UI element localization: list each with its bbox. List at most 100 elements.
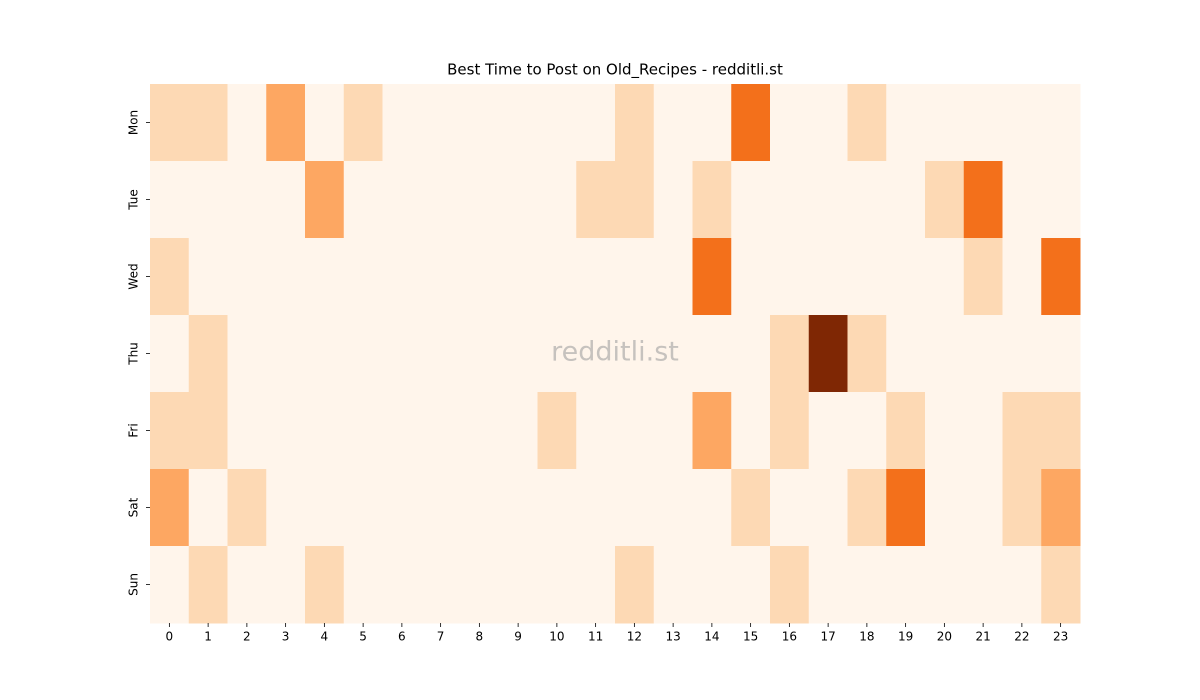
x-tick-label: 2	[243, 630, 251, 644]
heatmap-cell	[615, 238, 655, 316]
y-tick-label: Sun	[127, 573, 141, 596]
heatmap-cell	[498, 161, 538, 239]
heatmap-cell	[150, 315, 190, 393]
heatmap-cell	[925, 161, 965, 239]
heatmap-cell	[227, 84, 267, 162]
heatmap-cell	[460, 315, 500, 393]
x-tick-label: 19	[898, 630, 913, 644]
heatmap-cell	[847, 161, 887, 239]
heatmap-cell	[188, 161, 228, 239]
heatmap-cell	[421, 84, 461, 162]
heatmap-cell	[150, 469, 190, 547]
heatmap-cell	[343, 392, 383, 470]
heatmap-cell	[498, 238, 538, 316]
heatmap-cell	[343, 546, 383, 624]
heatmap-cell	[1041, 469, 1081, 547]
heatmap-cell	[770, 546, 810, 624]
heatmap-cell	[382, 315, 422, 393]
heatmap-cell	[266, 469, 306, 547]
heatmap-cell	[731, 161, 771, 239]
y-tick-label: Fri	[127, 423, 141, 437]
y-tick-label: Mon	[127, 110, 141, 135]
heatmap-cell	[963, 315, 1003, 393]
x-tick-label: 7	[437, 630, 445, 644]
heatmap-cell	[537, 238, 577, 316]
heatmap-cell	[305, 392, 345, 470]
heatmap-cell	[1041, 84, 1081, 162]
heatmap-cell	[266, 161, 306, 239]
heatmap-cell	[615, 469, 655, 547]
heatmap-cell	[615, 315, 655, 393]
heatmap-cell	[266, 238, 306, 316]
heatmap-cell	[382, 469, 422, 547]
heatmap-cell	[188, 238, 228, 316]
heatmap-cell	[847, 315, 887, 393]
heatmap-cell	[653, 238, 693, 316]
x-tick-label: 0	[166, 630, 174, 644]
x-tick-label: 16	[782, 630, 797, 644]
heatmap-cell	[188, 392, 228, 470]
heatmap-cell	[576, 392, 616, 470]
heatmap-cell	[498, 84, 538, 162]
heatmap-cell	[963, 161, 1003, 239]
heatmap-cell	[1041, 546, 1081, 624]
heatmap-cell	[537, 392, 577, 470]
heatmap-cell	[227, 469, 267, 547]
heatmap-cell	[305, 238, 345, 316]
heatmap-cell	[460, 238, 500, 316]
heatmap-cell	[653, 84, 693, 162]
x-tick-label: 13	[665, 630, 680, 644]
chart-title: Best Time to Post on Old_Recipes - reddi…	[447, 61, 783, 80]
heatmap-cell	[150, 84, 190, 162]
heatmap-cell	[227, 546, 267, 624]
heatmap-cell	[731, 392, 771, 470]
heatmap-cell	[653, 546, 693, 624]
y-tick-label: Sat	[127, 497, 141, 517]
heatmap-cell	[1002, 469, 1042, 547]
heatmap-cell	[382, 238, 422, 316]
heatmap-cell	[1002, 546, 1042, 624]
heatmap-cell	[188, 315, 228, 393]
heatmap-cell	[1041, 315, 1081, 393]
heatmap-cell	[537, 469, 577, 547]
heatmap-cell	[731, 469, 771, 547]
x-tick-label: 17	[820, 630, 835, 644]
heatmap-cell	[305, 315, 345, 393]
x-tick-label: 8	[476, 630, 484, 644]
heatmap-cell	[886, 238, 926, 316]
heatmap-cell	[498, 392, 538, 470]
heatmap-cell	[498, 469, 538, 547]
heatmap-cell	[576, 546, 616, 624]
heatmap-cells	[150, 84, 1081, 624]
heatmap-cell	[188, 469, 228, 547]
heatmap-cell	[925, 315, 965, 393]
heatmap-cell	[576, 161, 616, 239]
heatmap-cell	[847, 84, 887, 162]
heatmap-cell	[808, 392, 848, 470]
heatmap-cell	[731, 315, 771, 393]
heatmap-cell	[808, 315, 848, 393]
heatmap-cell	[227, 315, 267, 393]
heatmap-cell	[692, 161, 732, 239]
heatmap-cell	[886, 469, 926, 547]
heatmap-cell	[460, 84, 500, 162]
x-tick-label: 6	[398, 630, 406, 644]
heatmap-cell	[808, 546, 848, 624]
heatmap-cell	[886, 161, 926, 239]
heatmap-cell	[847, 392, 887, 470]
heatmap-cell	[382, 161, 422, 239]
heatmap-cell	[576, 315, 616, 393]
heatmap-cell	[421, 546, 461, 624]
heatmap-cell	[692, 84, 732, 162]
heatmap-cell	[460, 469, 500, 547]
heatmap-cell	[770, 315, 810, 393]
x-tick-label: 22	[1014, 630, 1029, 644]
heatmap-cell	[576, 84, 616, 162]
heatmap-cell	[1002, 392, 1042, 470]
heatmap-cell	[808, 238, 848, 316]
watermark: redditli.st	[551, 337, 679, 368]
heatmap-cell	[653, 161, 693, 239]
heatmap-cell	[963, 238, 1003, 316]
heatmap-cell	[305, 469, 345, 547]
